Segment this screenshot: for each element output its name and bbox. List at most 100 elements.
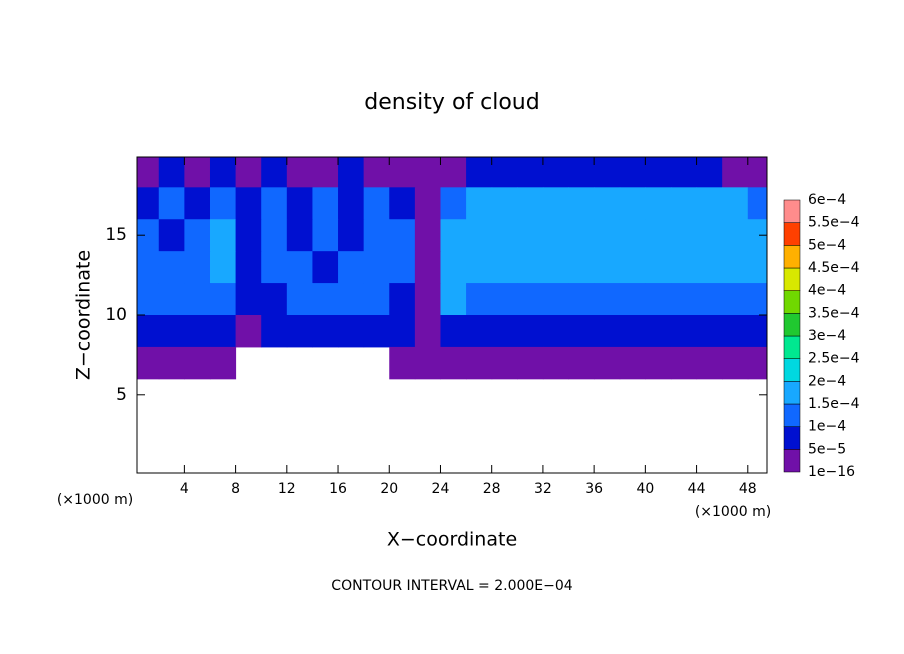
colorbar-label: 3e−4 — [808, 328, 846, 344]
contour-cell — [491, 251, 518, 284]
contour-cell — [747, 251, 767, 284]
contour-cell — [184, 251, 211, 284]
contour-cell — [491, 283, 518, 316]
contour-cell — [517, 251, 544, 284]
colorbar-label: 4e−4 — [808, 283, 846, 299]
contour-cell — [286, 219, 313, 252]
contour-cell — [619, 346, 646, 380]
contour-cell — [466, 315, 493, 348]
contour-cell — [338, 157, 365, 188]
contour-cell — [517, 157, 544, 188]
contour-cell — [568, 315, 595, 348]
contour-cell — [261, 315, 288, 348]
contour-cell — [696, 187, 723, 220]
contour-cell — [722, 251, 749, 284]
colorbar-swatch — [783, 313, 801, 337]
contour-cell — [568, 346, 595, 380]
contour-cell — [491, 219, 518, 252]
contour-cell — [389, 315, 416, 348]
contour-cell — [389, 283, 416, 316]
colorbar-swatch — [783, 290, 801, 314]
contour-cell — [670, 219, 698, 252]
contour-cell — [645, 346, 672, 380]
contour-cell — [645, 219, 672, 252]
contour-cell — [261, 187, 288, 220]
contour-cell — [184, 157, 211, 188]
contour-cell — [670, 315, 698, 348]
colorbar-swatch — [783, 199, 801, 223]
contour-cell — [158, 187, 185, 220]
contour-cell — [261, 219, 288, 252]
contour-cell — [466, 283, 493, 316]
contour-cell — [466, 187, 493, 220]
contour-cell — [312, 187, 339, 220]
contour-cell — [363, 187, 390, 220]
colorbar-label: 5e−5 — [808, 441, 846, 457]
contour-cell — [568, 187, 595, 220]
colorbar-swatch — [783, 381, 801, 405]
contour-cell — [491, 187, 518, 220]
contour-cell — [312, 219, 339, 252]
contour-cell — [696, 251, 723, 284]
y-unit-label: (×1000 m) — [57, 492, 133, 508]
colorbar-label: 1e−16 — [808, 464, 855, 480]
contour-cell — [286, 157, 313, 188]
contour-cell — [286, 251, 313, 284]
contour-cell — [568, 283, 595, 316]
contour-cell — [594, 187, 621, 220]
contour-cell — [722, 283, 749, 316]
contour-cell — [696, 283, 723, 316]
x-tick-label: 28 — [483, 481, 501, 497]
contour-cell — [747, 315, 767, 348]
colorbar-label: 2.5e−4 — [808, 351, 860, 367]
x-tick-label: 32 — [534, 481, 552, 497]
contour-cell — [722, 315, 749, 348]
contour-cell — [517, 315, 544, 348]
contour-cell — [184, 283, 211, 316]
contour-cell — [235, 219, 262, 252]
contour-cell — [594, 283, 621, 316]
contour-cell — [338, 315, 365, 348]
contour-cell — [645, 187, 672, 220]
contour-cell — [747, 283, 767, 316]
contour-cell — [137, 157, 160, 188]
contour-cell — [542, 251, 570, 284]
contour-cell — [696, 157, 723, 188]
contour-cell — [568, 157, 595, 188]
contour-cell — [542, 157, 570, 188]
contour-cell — [414, 251, 441, 284]
colorbar-swatch — [783, 245, 801, 269]
contour-note: CONTOUR INTERVAL = 2.000E−04 — [331, 578, 572, 594]
contour-cell — [312, 283, 339, 316]
contour-cell — [747, 346, 767, 380]
x-unit-label: (×1000 m) — [695, 504, 771, 520]
contour-cell — [261, 157, 288, 188]
contour-cell — [137, 219, 160, 252]
contour-cell — [389, 157, 416, 188]
contour-cell — [440, 283, 467, 316]
contour-cell — [261, 251, 288, 284]
contour-cell — [517, 219, 544, 252]
contour-cell — [491, 315, 518, 348]
x-tick-label: 12 — [278, 481, 296, 497]
y-tick-label: 15 — [105, 225, 127, 245]
contour-cell — [137, 251, 160, 284]
y-tick-label: 10 — [105, 305, 127, 325]
contour-cell — [491, 157, 518, 188]
contour-cell — [670, 251, 698, 284]
contour-cell — [619, 157, 646, 188]
y-tick-label: 5 — [116, 385, 127, 405]
contour-cell — [542, 187, 570, 220]
contour-cell — [645, 157, 672, 188]
contour-cell — [568, 219, 595, 252]
contour-cell — [209, 346, 237, 380]
contour-cell — [137, 283, 160, 316]
chart-title: density of cloud — [364, 90, 539, 115]
contour-cell — [363, 251, 390, 284]
contour-cell — [363, 283, 390, 316]
contour-cell — [517, 346, 544, 380]
colorbar-label: 5e−4 — [808, 237, 846, 253]
contour-cell — [440, 346, 467, 380]
colorbar-label: 5.5e−4 — [808, 215, 860, 231]
